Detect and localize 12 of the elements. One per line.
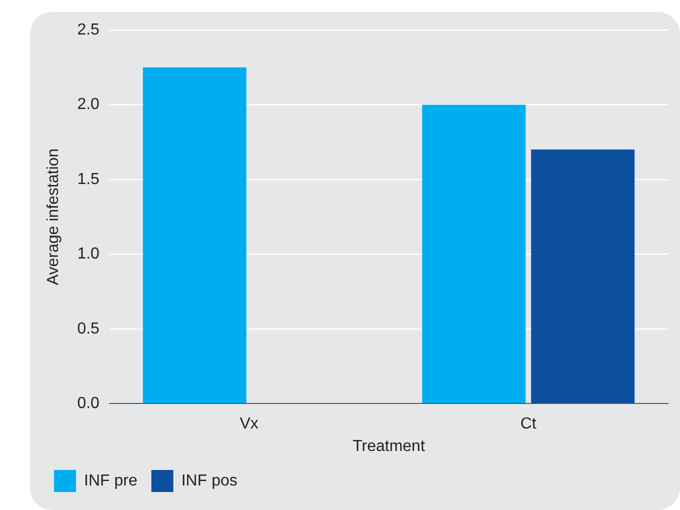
x-tick-label: Ct (520, 416, 537, 433)
y-tick-label: 2.5 (77, 21, 100, 38)
legend-label: INF pos (181, 472, 238, 490)
y-tick-label: 1.0 (77, 246, 100, 263)
y-tick-label: 0.0 (77, 395, 100, 412)
x-axis-title: Treatment (352, 438, 426, 455)
legend-label: INF pre (84, 472, 138, 490)
y-tick-label: 1.5 (77, 170, 100, 188)
y-axis-title: Average infestation (45, 148, 62, 286)
y-tick-label: 2.0 (77, 96, 100, 114)
x-tick-label: Vx (240, 416, 258, 433)
y-tick-label: 0.5 (77, 320, 100, 338)
